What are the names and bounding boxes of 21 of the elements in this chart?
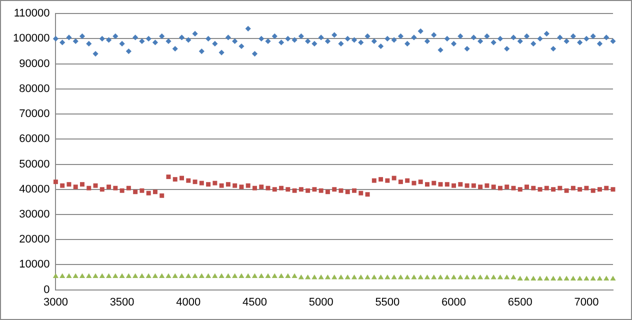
x-tick-label: 3500: [110, 296, 134, 308]
y-tick-label: 80000: [19, 82, 50, 95]
y-tick-label: 50000: [19, 158, 50, 170]
x-tick-label: 5000: [308, 296, 334, 308]
y-tick-label: 40000: [19, 183, 50, 196]
y-tick-label: 10000: [19, 258, 50, 271]
x-tick-label: 4000: [176, 296, 201, 308]
y-tick-label: 110000: [14, 8, 50, 20]
x-tick-label: 6000: [442, 296, 466, 308]
y-tick-label: 70000: [19, 108, 50, 120]
y-tick-label: 30000: [19, 208, 50, 221]
y-tick-label: 20000: [19, 234, 50, 246]
x-tick-label: 7000: [574, 296, 599, 308]
y-tick-label: 100000: [12, 32, 50, 45]
x-tick-label: 6500: [508, 296, 532, 308]
x-tick-label: 3000: [43, 296, 68, 308]
y-tick-label: 90000: [19, 58, 50, 70]
x-tick-label: 4500: [242, 296, 267, 308]
y-tick-label: 0: [44, 284, 50, 296]
y-tick-label: 60000: [19, 133, 50, 146]
x-tick-label: 5500: [375, 296, 400, 308]
